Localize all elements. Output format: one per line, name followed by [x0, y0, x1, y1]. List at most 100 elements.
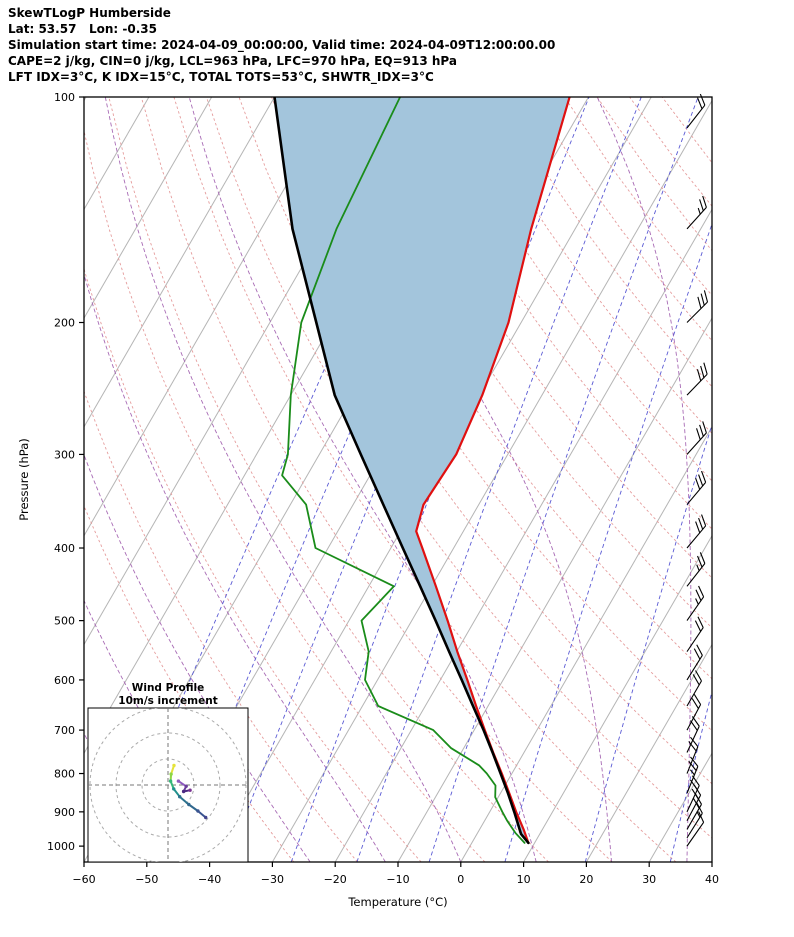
- wind-barb: [686, 670, 702, 707]
- moist-adiabat-line: [188, 97, 537, 862]
- wind-barb-feather: [698, 517, 704, 530]
- pressure-tick-label: 300: [54, 448, 75, 461]
- wind-barb-staff: [686, 680, 702, 707]
- wind-barb-feather: [688, 760, 697, 771]
- isotherm-line: [585, 643, 712, 862]
- wind-barb-feather: [688, 741, 697, 752]
- wind-barb-staff: [686, 206, 707, 230]
- wind-barb-staff: [686, 525, 707, 549]
- wind-barb-feather: [690, 736, 699, 747]
- temperature-tick-label: 40: [705, 873, 719, 886]
- wind-barb-feather: [695, 521, 701, 534]
- wind-barb-feather: [696, 369, 702, 382]
- moist-adiabat-line: [328, 97, 612, 862]
- isotherm-line: [84, 97, 275, 428]
- pressure-tick-label: 200: [54, 317, 75, 330]
- wind-barb-staff: [686, 432, 707, 455]
- wind-barb: [686, 362, 708, 396]
- wind-barb-feather: [702, 421, 707, 434]
- wind-barb-feather: [702, 195, 707, 208]
- hodograph-trace-upper-point: [176, 779, 181, 783]
- mixing-ratio-line: [290, 97, 590, 862]
- wind-barb: [686, 585, 705, 621]
- temperature-tick-label: −30: [261, 873, 284, 886]
- wind-barb-staff: [686, 373, 708, 396]
- pressure-tick-label: 700: [54, 724, 75, 737]
- isotherm-line: [711, 861, 712, 862]
- temperature-tick-label: 20: [579, 873, 593, 886]
- header-indices-2: LFT IDX=3°C, K IDX=15°C, TOTAL TOTS=53°C…: [8, 70, 434, 84]
- isotherm-line: [523, 534, 712, 862]
- mixing-ratio-line: [584, 423, 712, 862]
- mixing-ratio-line: [428, 97, 699, 862]
- wind-barb: [686, 514, 707, 549]
- temperature-tick-label: 10: [517, 873, 531, 886]
- wind-barb-staff: [686, 104, 706, 129]
- hodograph-trace-segment: [178, 795, 190, 806]
- wind-barb-feather: [697, 97, 703, 109]
- hodograph-trace-point: [168, 779, 173, 783]
- temperature-tick-label: −20: [324, 873, 347, 886]
- pressure-tick-label: 500: [54, 615, 75, 628]
- dry-adiabat-line: [564, 97, 712, 297]
- wind-barb-staff: [686, 746, 699, 774]
- cape-cin-shade: [274, 97, 570, 843]
- y-axis-label: Pressure (hPa): [17, 438, 31, 521]
- isotherm-line: [648, 752, 712, 862]
- hodograph-title: Wind Profile: [132, 682, 204, 694]
- wind-barb-feather: [690, 756, 699, 767]
- wind-barb-feather: [691, 698, 699, 709]
- hodograph-trace-point: [196, 809, 200, 813]
- mixing-ratio-line: [504, 222, 712, 862]
- wind-barb-staff: [686, 766, 699, 794]
- dry-adiabat-line: [499, 97, 712, 388]
- wind-barb-staff: [686, 804, 702, 830]
- wind-barb-feather: [693, 694, 702, 705]
- isotherm-line: [84, 97, 87, 102]
- isotherm-line: [460, 425, 712, 862]
- hodograph-content: [88, 708, 248, 862]
- x-axis-label: Temperature (°C): [347, 895, 447, 909]
- hodograph-trace-point: [178, 795, 182, 799]
- moist-adiabat-line: [104, 97, 462, 862]
- temperature-tick-label: −60: [72, 873, 95, 886]
- dry-adiabat-line: [433, 97, 712, 482]
- wind-barb-feather: [692, 674, 700, 686]
- wind-barb-feather: [697, 616, 704, 628]
- wind-barb-feather: [699, 199, 704, 211]
- wind-barb-feather: [696, 644, 703, 656]
- wind-barb: [686, 644, 703, 681]
- wind-barb-staff: [686, 482, 707, 505]
- wind-barb-feather: [694, 620, 702, 632]
- dewpoint-curve: [281, 97, 526, 844]
- dry-adiabat-line: [84, 504, 295, 862]
- wind-barb-feather: [697, 555, 703, 568]
- dry-adiabat-line: [401, 97, 712, 530]
- wind-barb-feather: [698, 474, 704, 487]
- isotherm-line: [84, 97, 213, 320]
- wind-barb-staff: [686, 726, 700, 753]
- wind-barb: [686, 195, 707, 230]
- pressure-tick-label: 600: [54, 674, 75, 687]
- wind-barb-staff: [686, 596, 705, 621]
- wind-barb-half-feather: [697, 207, 701, 215]
- header-info: SkewTLogP Humberside Lat: 53.57 Lon: -0.…: [8, 5, 555, 85]
- dry-adiabat-line: [271, 97, 712, 732]
- temperature-tick-label: −10: [386, 873, 409, 886]
- hodograph-subtitle: 10m/s increment: [118, 695, 217, 707]
- wind-barb-feather: [700, 293, 705, 306]
- isotherm-line: [397, 317, 712, 862]
- temperature-tick-label: 30: [642, 873, 656, 886]
- wind-barb-feather: [693, 648, 701, 660]
- dry-adiabat-line: [531, 97, 712, 342]
- mixing-ratio-line: [669, 689, 712, 862]
- header-times: Simulation start time: 2024-04-09_00:00:…: [8, 38, 556, 52]
- hodograph-trace-upper-point: [181, 789, 186, 794]
- wind-barb-feather: [701, 514, 707, 526]
- wind-barb-feather: [698, 585, 705, 598]
- moist-adiabat-line: [84, 272, 386, 862]
- wind-barb-staff: [686, 301, 708, 323]
